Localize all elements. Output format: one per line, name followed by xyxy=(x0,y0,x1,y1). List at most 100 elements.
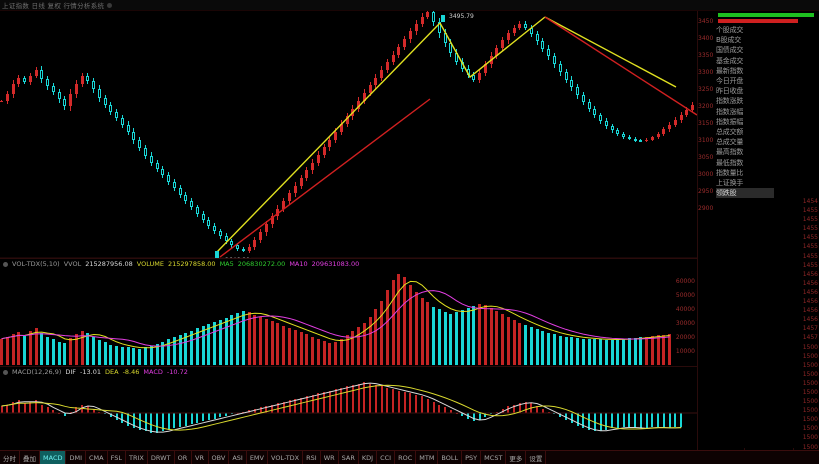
macd-bar xyxy=(415,394,418,413)
volume-axis-tick: 20000 xyxy=(675,334,695,341)
macd-bar xyxy=(484,413,487,418)
volume-bar xyxy=(541,331,545,365)
toolbar-item-rsi[interactable]: RSI xyxy=(303,451,321,464)
volume-bar xyxy=(599,339,603,365)
quote-field-row[interactable]: 个股成交 xyxy=(716,26,744,35)
indicator-toolbar[interactable]: 分时 叠加 MACD DMI CMA FSL TRIX DRWT OR VR OBV ASI EMV VO… xyxy=(0,450,819,464)
window-menu-icon[interactable] xyxy=(107,2,113,8)
sidebar-price-tick: 3000 xyxy=(698,171,714,178)
toolbar-item-trix[interactable]: TRIX xyxy=(126,451,148,464)
macd-bar xyxy=(426,399,429,413)
toolbar-item-drwt[interactable]: DRWT xyxy=(148,451,175,464)
quote-field-row[interactable]: 指数涨跌 xyxy=(716,97,744,106)
volume-bar xyxy=(213,321,217,365)
toolbar-item-wr[interactable]: WR xyxy=(321,451,339,464)
toolbar-item--[interactable]: 设置 xyxy=(526,451,547,464)
toolbar-item--[interactable]: 叠加 xyxy=(20,451,40,464)
macd-settings-icon[interactable] xyxy=(3,369,8,375)
ma10-label: MA10 xyxy=(289,260,308,268)
volume-bar xyxy=(627,338,631,365)
macd-value: -10.72 xyxy=(166,368,188,376)
macd-bar xyxy=(12,401,15,413)
quote-field-row[interactable]: 最低指数 xyxy=(716,158,744,167)
quote-field-list[interactable]: 个股成交 B股成交 国债成交 基金成交 最新指数今日开盘 昨日收盘 指数涨跌 指数涨幅 指数振幅… xyxy=(716,25,774,199)
macd-bar xyxy=(472,413,475,422)
advancing-bar xyxy=(718,13,814,17)
quote-field-row[interactable]: 指数振幅 xyxy=(716,117,744,126)
volume-bar xyxy=(74,334,78,365)
macd-bar xyxy=(455,413,458,414)
quote-field-row[interactable]: 总成交额 xyxy=(716,127,744,136)
macd-bar xyxy=(179,413,182,427)
toolbar-item-psy[interactable]: PSY xyxy=(462,451,482,464)
macd-bar xyxy=(115,413,118,420)
macd-bar xyxy=(634,413,637,429)
macd-bar xyxy=(680,413,683,427)
quote-field-row[interactable]: 最新指数 xyxy=(716,66,744,75)
quote-field-row[interactable]: 指数量比 xyxy=(716,168,744,177)
macd-bar xyxy=(35,400,38,413)
macd-bar xyxy=(69,411,72,413)
toolbar-item-sar[interactable]: SAR xyxy=(339,451,359,464)
quote-field-row[interactable]: 国债成交 xyxy=(716,46,744,55)
toolbar-item-kdj[interactable]: KDJ xyxy=(359,451,378,464)
dif-value: -13.01 xyxy=(80,368,102,376)
tick-time: 1456 xyxy=(802,307,818,315)
toolbar-item--[interactable]: 分时 xyxy=(0,451,20,464)
toolbar-item-asi[interactable]: ASI xyxy=(229,451,247,464)
volume-bar xyxy=(178,335,182,365)
toolbar-item-vol-tdx[interactable]: VOL-TDX xyxy=(268,451,304,464)
volume-bar xyxy=(668,334,672,365)
main-price-chart[interactable]: 3495.79 2646.80 xyxy=(0,11,697,258)
macd-bar xyxy=(559,413,562,418)
volume-bar xyxy=(86,332,90,365)
macd-bar xyxy=(553,413,556,415)
volume-bar xyxy=(345,335,349,365)
macd-bar xyxy=(98,411,101,413)
macd-bar xyxy=(513,404,516,413)
toolbar-item-emv[interactable]: EMV xyxy=(247,451,268,464)
toolbar-item-fsl[interactable]: FSL xyxy=(108,451,126,464)
toolbar-item-cci[interactable]: CCI xyxy=(377,451,396,464)
volume-bar xyxy=(443,311,447,365)
toolbar-item-boll[interactable]: BOLL xyxy=(438,451,463,464)
dea-label: DEA xyxy=(105,368,119,376)
quote-field-row[interactable]: 总成交量 xyxy=(716,138,744,147)
candlestick-series xyxy=(0,11,697,258)
quote-field-row[interactable]: 领跌股 xyxy=(716,188,774,199)
macd-bar xyxy=(0,406,3,413)
volume-bar xyxy=(385,290,389,365)
toolbar-item-macd[interactable]: MACD xyxy=(40,451,67,464)
quote-field-row[interactable]: 昨日收盘 xyxy=(716,87,744,96)
toolbar-item-mtm[interactable]: MTM xyxy=(416,451,439,464)
sidebar-price-tick: 3450 xyxy=(698,18,714,25)
macd-chart[interactable] xyxy=(0,378,697,448)
toolbar-item-dmi[interactable]: DMI xyxy=(66,451,87,464)
volume-bar xyxy=(535,329,539,365)
toolbar-item-mcst[interactable]: MCST xyxy=(481,451,507,464)
volume-settings-icon[interactable] xyxy=(3,261,8,267)
macd-bar xyxy=(259,407,262,413)
macd-bar xyxy=(599,413,602,432)
quote-field-row[interactable]: 上证换手 xyxy=(716,178,744,187)
volume-bar xyxy=(155,343,159,365)
quote-field-row[interactable]: 指数涨幅 xyxy=(716,107,744,116)
macd-bar xyxy=(92,408,95,413)
macd-bar xyxy=(311,394,314,413)
macd-bar xyxy=(461,413,464,416)
quote-field-row[interactable]: B股成交 xyxy=(716,36,742,45)
toolbar-item-cma[interactable]: CMA xyxy=(86,451,108,464)
toolbar-item--[interactable]: 更多 xyxy=(506,451,527,464)
quote-field-row[interactable]: 最高指数 xyxy=(716,148,744,157)
toolbar-item-roc[interactable]: ROC xyxy=(395,451,417,464)
quote-field-row[interactable]: 今日开盘 xyxy=(716,77,744,86)
macd-bar xyxy=(386,387,389,413)
toolbar-item-obv[interactable]: OBV xyxy=(209,451,230,464)
volume-chart[interactable]: 60000 50000 40000 30000 20000 10000 xyxy=(0,270,697,365)
volume-bar xyxy=(51,339,55,365)
volume-value: 215297858.00 xyxy=(168,260,216,268)
toolbar-item-or[interactable]: OR xyxy=(175,451,192,464)
volume-bar xyxy=(40,332,44,365)
toolbar-item-vr[interactable]: VR xyxy=(192,451,209,464)
quote-field-row[interactable]: 基金成交 xyxy=(716,56,744,65)
